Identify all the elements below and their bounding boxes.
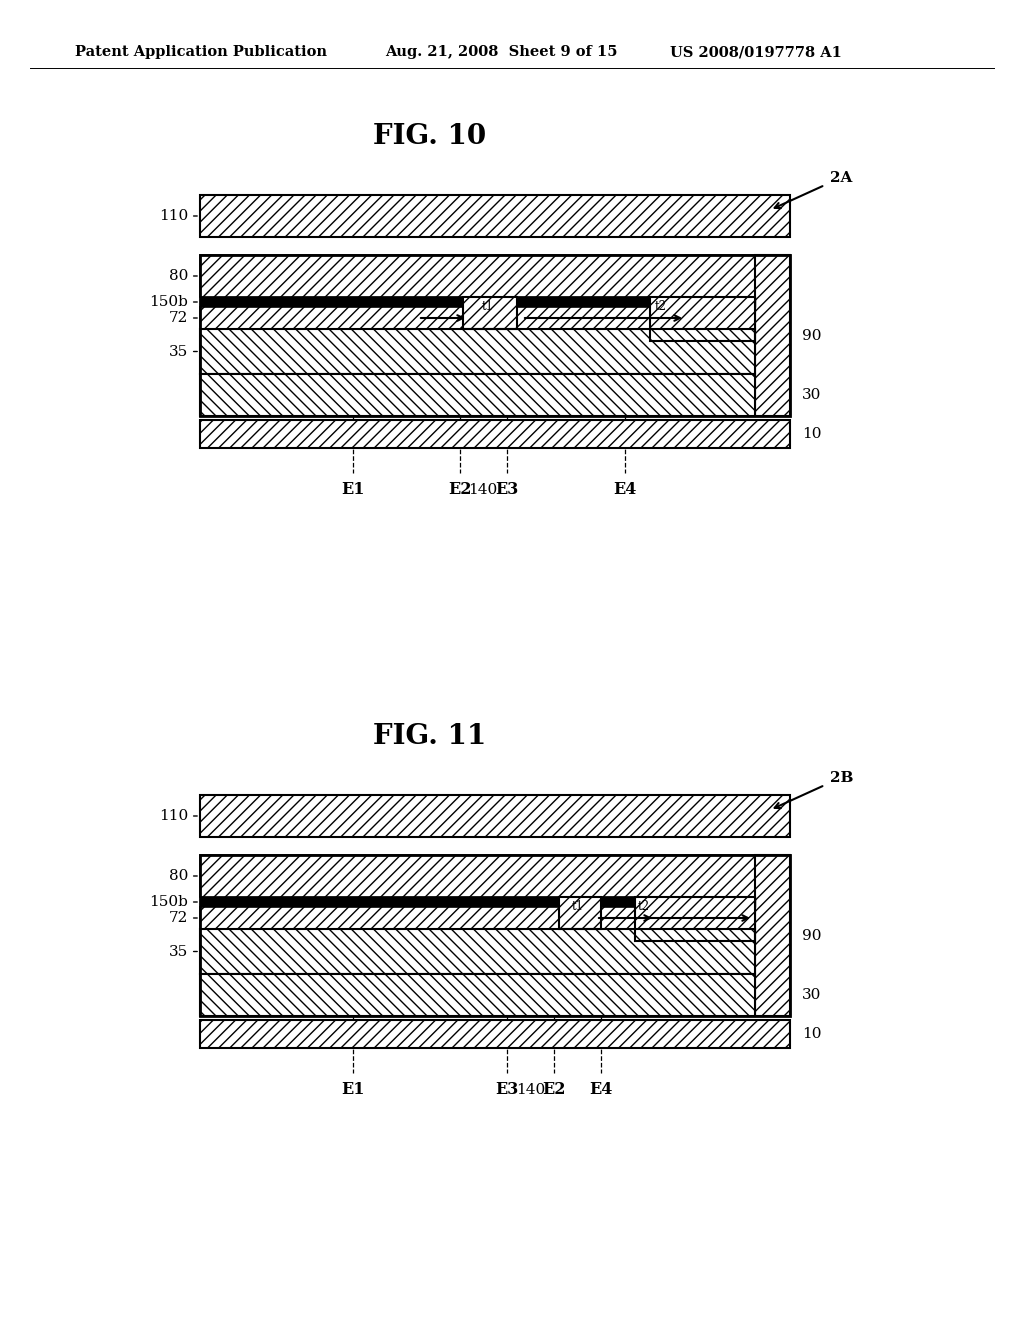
Text: 150b: 150b [150,895,198,909]
Bar [463,297,517,329]
Bar [559,929,755,950]
Text: FIG. 11: FIG. 11 [374,723,486,751]
Bar [755,855,790,1016]
Text: E4: E4 [590,1081,613,1098]
Text: 2A: 2A [830,172,852,185]
Text: 150b: 150b [150,294,198,309]
Text: E1: E1 [342,480,366,498]
Bar [755,255,790,416]
Bar [200,795,790,837]
Bar [200,255,790,416]
Text: t1: t1 [482,300,494,313]
Bar [200,308,755,329]
Bar [200,855,790,1016]
Bar [200,297,755,308]
Text: 35: 35 [169,345,198,359]
Text: E2: E2 [543,1081,565,1098]
Text: Patent Application Publication: Patent Application Publication [75,45,327,59]
Bar [200,907,755,929]
Text: 110: 110 [159,209,198,223]
Text: Aug. 21, 2008  Sheet 9 of 15: Aug. 21, 2008 Sheet 9 of 15 [385,45,617,59]
Bar [463,297,517,329]
Text: 2B: 2B [830,771,853,785]
Bar [200,929,755,974]
Bar [650,297,755,341]
Text: E1: E1 [342,1081,366,1098]
Bar [200,374,755,416]
Bar [200,329,755,374]
Text: 110: 110 [159,809,198,822]
Text: 72: 72 [169,312,198,325]
Text: 90: 90 [802,928,821,942]
Text: 10: 10 [802,1027,821,1041]
Text: FIG. 10: FIG. 10 [374,124,486,150]
Bar [200,898,755,907]
Text: t2: t2 [655,300,667,313]
Text: t2: t2 [638,900,650,913]
Bar [559,898,601,929]
Text: 90: 90 [802,329,821,342]
Bar [635,898,755,941]
Bar [200,1020,790,1048]
Text: 80: 80 [169,869,198,883]
Text: 72: 72 [169,911,198,925]
Text: US 2008/0197778 A1: US 2008/0197778 A1 [670,45,842,59]
Bar [650,297,755,341]
Text: 30: 30 [802,388,821,403]
Text: 140: 140 [469,483,498,498]
Text: E2: E2 [447,480,471,498]
Text: E3: E3 [496,480,518,498]
Bar [200,855,755,898]
Bar [559,898,601,929]
Bar [200,195,790,238]
Text: 140: 140 [516,1082,545,1097]
Bar [200,255,755,297]
Bar [200,420,790,447]
Text: E3: E3 [496,1081,518,1098]
Text: E4: E4 [613,480,637,498]
Text: 35: 35 [169,945,198,958]
Text: 10: 10 [802,426,821,441]
Text: 80: 80 [169,269,198,282]
Bar [635,898,755,941]
Bar [517,329,755,351]
Bar [200,974,755,1016]
Text: 30: 30 [802,987,821,1002]
Text: t1: t1 [572,900,584,913]
